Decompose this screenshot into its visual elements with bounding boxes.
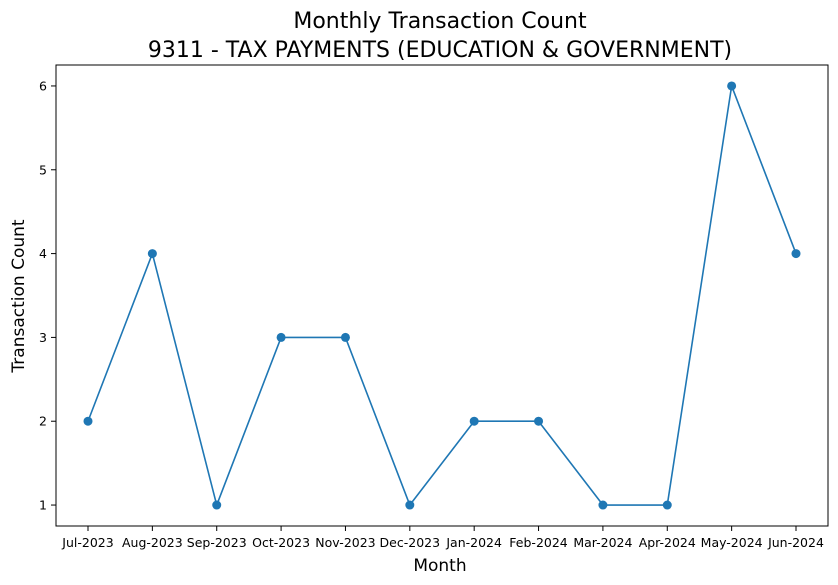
data-point xyxy=(791,249,801,259)
x-tick-label: Dec-2023 xyxy=(380,535,441,550)
data-point xyxy=(405,500,415,510)
x-tick-label: Jan-2024 xyxy=(445,535,502,550)
data-point xyxy=(212,500,222,510)
x-axis-label: Month xyxy=(413,556,466,576)
chart-subtitle: 9311 - TAX PAYMENTS (EDUCATION & GOVERNM… xyxy=(148,38,732,63)
chart-title: Monthly Transaction Count xyxy=(293,9,587,34)
data-point xyxy=(598,500,608,510)
data-point xyxy=(469,416,479,426)
x-tick-label: May-2024 xyxy=(701,535,763,550)
data-point xyxy=(276,332,286,342)
x-tick-label: Mar-2024 xyxy=(573,535,632,550)
y-axis: 1 2 3 4 5 6 xyxy=(39,78,56,513)
series-line xyxy=(87,85,797,506)
data-point xyxy=(83,416,93,426)
series-layer xyxy=(83,81,801,510)
y-tick-label: 5 xyxy=(39,162,47,177)
y-tick-label: 4 xyxy=(39,246,47,261)
x-axis: Jul-2023 Aug-2023 Sep-2023 Oct-2023 Nov-2023… xyxy=(61,526,824,550)
data-point xyxy=(534,416,544,426)
x-tick-label: Aug-2023 xyxy=(122,535,183,550)
y-tick-label: 3 xyxy=(39,330,47,345)
plot-area-frame xyxy=(55,64,829,527)
x-tick-label: Nov-2023 xyxy=(315,535,375,550)
data-point xyxy=(727,81,737,91)
y-axis-label: Transaction Count xyxy=(9,219,29,373)
x-tick-label: Jun-2024 xyxy=(767,535,824,550)
x-tick-label: Sep-2023 xyxy=(187,535,247,550)
x-tick-label: Jul-2023 xyxy=(61,535,113,550)
y-tick-label: 6 xyxy=(39,78,47,93)
x-tick-label: Oct-2023 xyxy=(252,535,310,550)
x-tick-label: Feb-2024 xyxy=(509,535,568,550)
data-point xyxy=(662,500,672,510)
data-point xyxy=(340,332,350,342)
x-tick-label: Apr-2024 xyxy=(639,535,696,550)
data-point xyxy=(147,249,157,259)
y-tick-label: 2 xyxy=(39,414,47,429)
y-tick-label: 1 xyxy=(39,498,47,513)
